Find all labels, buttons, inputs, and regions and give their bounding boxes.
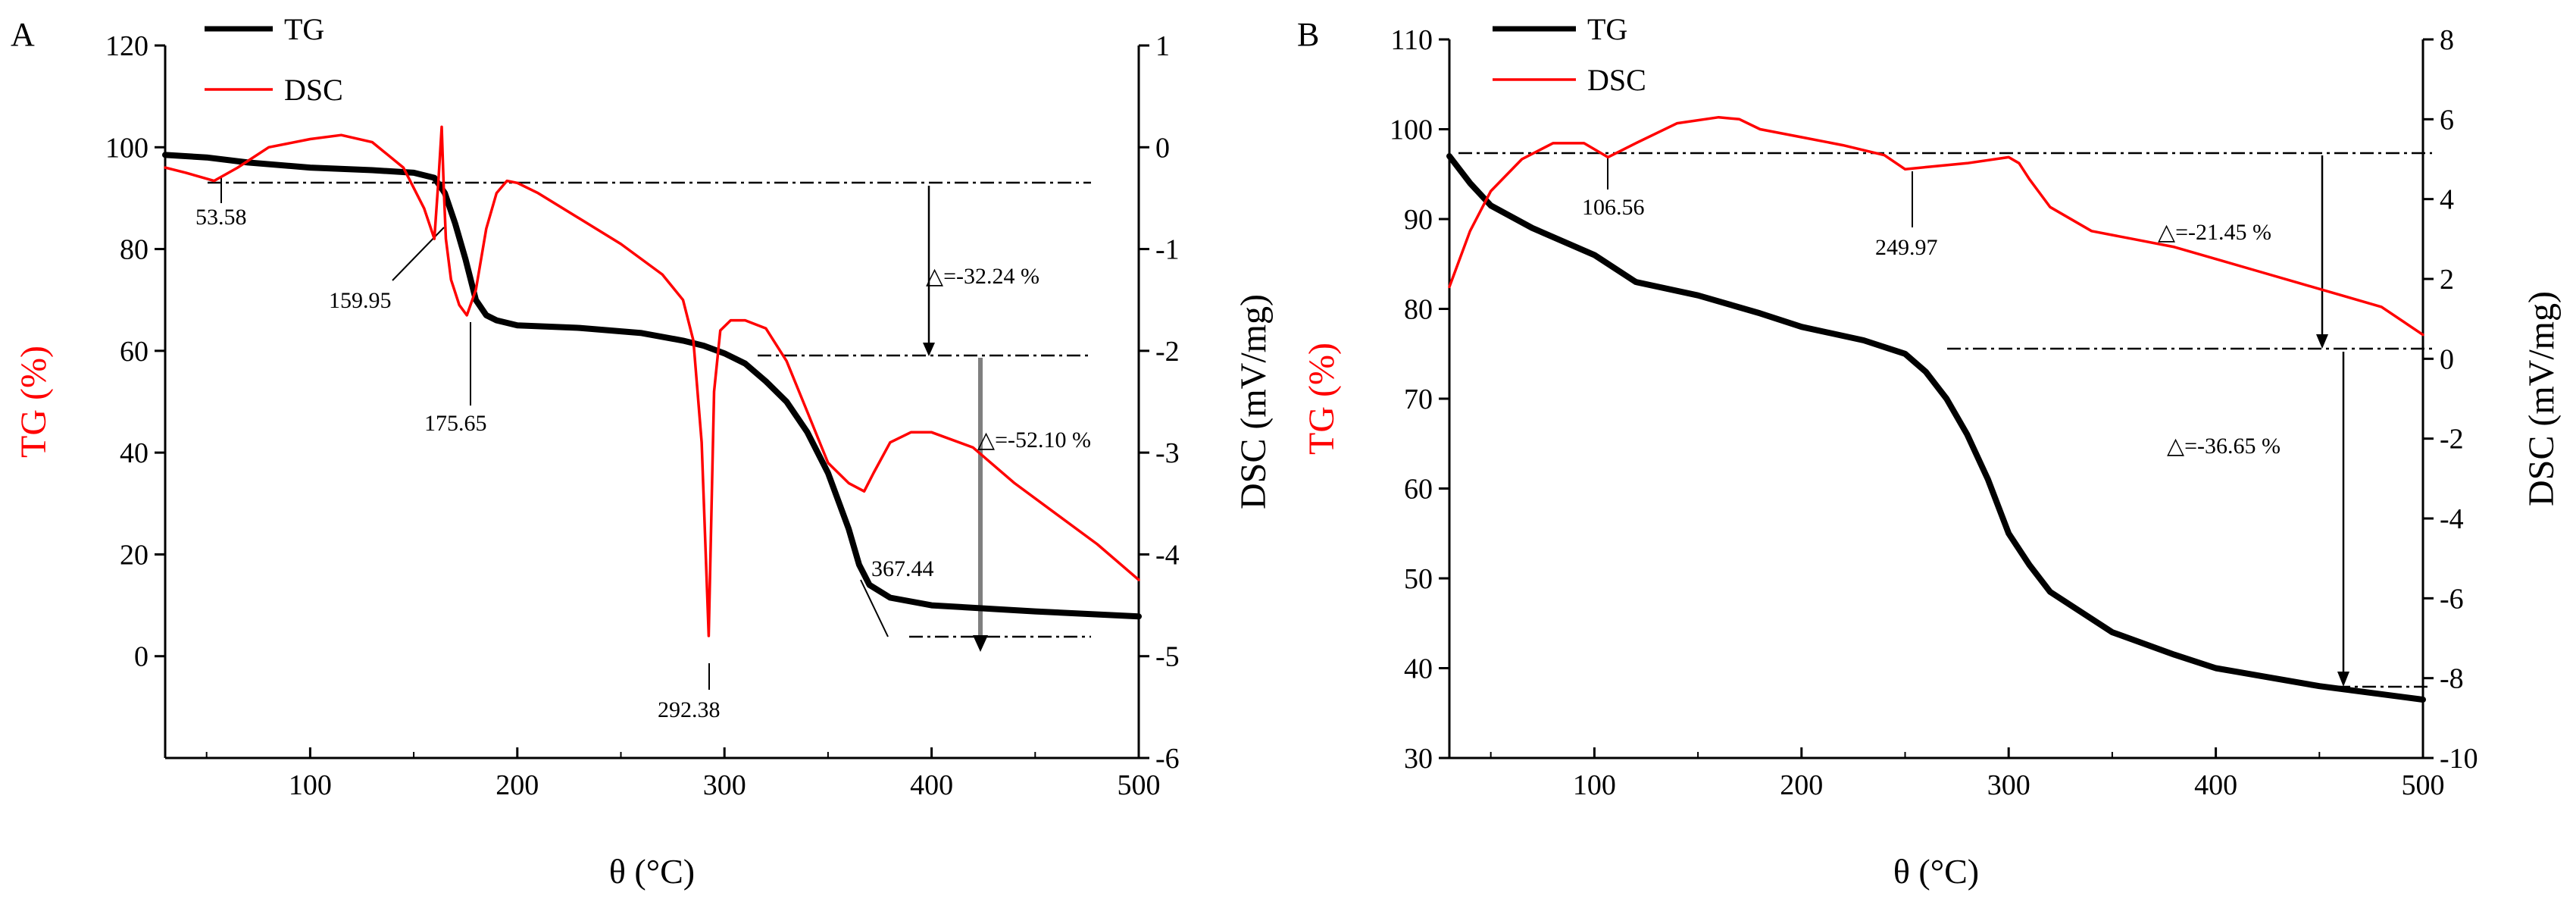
panel-a-label: A [11,16,35,53]
y-right-tick-label: -2 [1155,336,1180,368]
x-tick-label: 400 [910,769,953,801]
y-left-tick-label: 110 [1390,24,1433,56]
dsc-series-line [1448,115,2424,337]
arrow-head [2316,334,2328,349]
x-axis-title: θ (°C) [609,852,695,891]
y-left-tick-label: 80 [1404,294,1433,326]
y-right-tick-label: 0 [1155,132,1170,164]
y-right-tick-label: 1 [1155,30,1170,62]
panel-a-legend: TG DSC [205,12,343,107]
annotation-label: 175.65 [424,411,487,436]
y-left-tick-label: 40 [120,437,148,469]
y-left-tick-label: 60 [120,336,148,368]
y-right-tick-label: 2 [2440,264,2454,296]
y-left-tick-label: 60 [1404,474,1433,506]
y-right-tick-label: -6 [1155,743,1180,775]
y-right-tick-label: -4 [1155,539,1180,571]
y-left-tick-label: 90 [1404,204,1433,236]
legend-label-dsc: DSC [1587,63,1646,97]
y-right-tick-label: -6 [2440,583,2464,615]
annotation-label: △=-32.24 % [926,264,1039,289]
x-tick-label: 500 [2402,769,2445,801]
x-tick-label: 200 [496,769,539,801]
x-tick-label: 100 [289,769,332,801]
legend-label-dsc: DSC [284,73,343,107]
annotation-label: △=-52.10 % [977,428,1091,453]
panel-b-guides [1458,152,2432,688]
leader-line [392,227,445,281]
y-right-tick-label: -1 [1155,234,1180,266]
tg-series-line [162,152,1142,620]
annotation-label: 249.97 [1875,235,1938,260]
y-right-axis-title: DSC (mV/mg) [2521,291,2562,506]
panel-b-legend: TG DSC [1493,12,1646,97]
y-left-tick-label: 120 [105,30,148,62]
x-tick-label: 200 [1780,769,1823,801]
arrow-head [2337,672,2349,687]
y-right-tick-label: 6 [2440,104,2454,136]
y-left-tick-label: 50 [1404,563,1433,595]
y-right-axis-title: DSC (mV/mg) [1233,294,1274,509]
y-left-tick-label: 30 [1404,743,1433,775]
panel-a-guides [208,176,1091,690]
y-right-tick-label: -10 [2440,743,2478,775]
y-right-tick-label: -4 [2440,503,2464,535]
annotation-label: 292.38 [658,697,721,722]
tg-series-line [1446,153,2426,703]
arrow-head [973,635,988,652]
y-right-tick-label: 4 [2440,184,2454,216]
x-tick-label: 400 [2194,769,2237,801]
y-right-tick-label: 0 [2440,343,2454,375]
x-axis-title: θ (°C) [1893,852,1979,891]
y-left-tick-label: 100 [1390,114,1433,146]
y-left-tick-label: 70 [1404,384,1433,415]
y-right-tick-label: -2 [2440,424,2464,456]
annotation-label: 159.95 [329,288,392,313]
y-left-tick-label: 20 [120,539,148,571]
legend-label-tg: TG [1587,12,1627,46]
annotation-label: 53.58 [195,205,247,230]
annotation-label: △=-21.45 % [2158,220,2271,245]
leader-line [860,579,889,637]
x-tick-label: 300 [703,769,746,801]
panel-b-label: B [1297,16,1319,53]
annotation-label: 106.56 [1582,195,1645,220]
y-right-tick-label: 8 [2440,24,2454,56]
panel-a-axes: 100 200 300 400 500 0 20 40 60 80 100 120 -6 -5 -4 -3 -2… [14,30,1274,891]
y-left-axis-title: TG (%) [1302,343,1342,455]
y-right-tick-label: -3 [1155,437,1180,469]
panel-b-series [1446,115,2426,703]
annotation-label: 367.44 [871,556,934,581]
panel-b: B 100 200 300 400 50030405060708090100110-10… [1297,12,2562,891]
y-left-tick-label: 40 [1404,653,1433,685]
y-left-tick-label: 100 [105,132,148,164]
x-tick-label: 300 [1987,769,2030,801]
annotation-label: △=-36.65 % [2167,434,2281,459]
legend-label-tg: TG [284,12,324,46]
arrow-head [923,343,935,356]
y-left-tick-label: 80 [120,234,148,266]
panel-b-axes: 100 200 300 400 50030405060708090100110-10-8… [1302,24,2562,891]
y-right-tick-label: -8 [2440,663,2464,695]
x-tick-label: 100 [1573,769,1616,801]
panel-a-annotations: 53.58 159.95 175.65 292.38 367.44 △=-32.… [195,205,1091,722]
dsc-series-line [164,125,1140,637]
y-left-axis-title: TG (%) [14,346,54,458]
panel-b-annotations: 106.56 249.97 △=-21.45 % △=-36.65 % [1582,195,2281,459]
x-tick-label: 500 [1118,769,1161,801]
panel-a: A 100 200 300 400 500 0 20 40 60 80 100 120 -6 -5 -4 -3… [11,12,1274,891]
panel-a-series [162,125,1142,637]
y-left-tick-label: 0 [134,641,148,673]
y-right-tick-label: -5 [1155,641,1180,673]
